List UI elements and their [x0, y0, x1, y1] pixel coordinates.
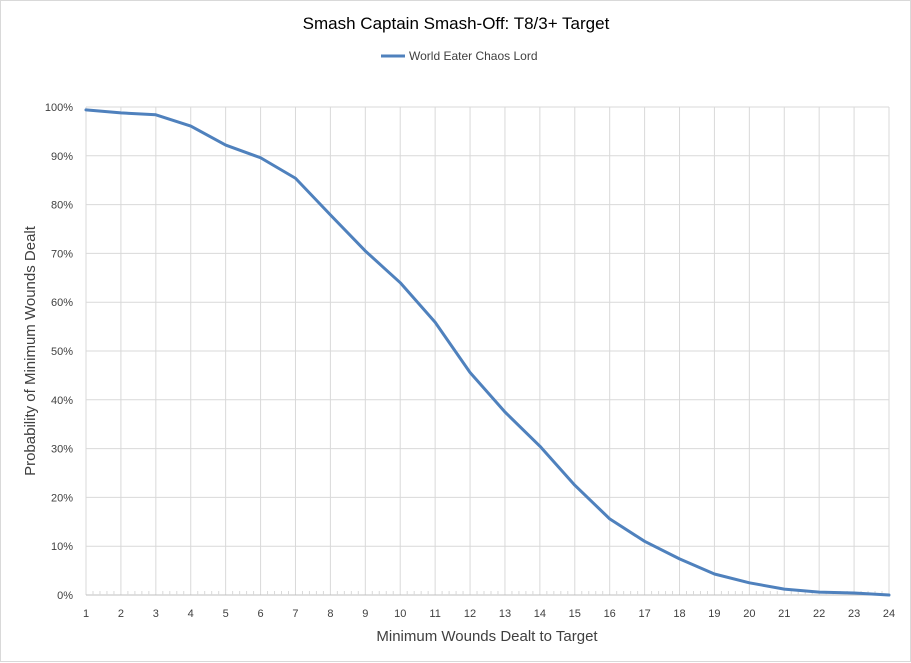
y-tick-label: 30% [51, 444, 73, 456]
x-tick-label: 20 [743, 608, 755, 620]
legend: World Eater Chaos Lord [381, 49, 538, 63]
x-tick-label: 24 [883, 608, 895, 620]
y-tick-label: 40% [51, 395, 73, 407]
x-tick-label: 15 [569, 608, 581, 620]
y-tick-label: 50% [51, 346, 73, 358]
y-tick-label: 80% [51, 200, 73, 212]
x-tick-label: 13 [499, 608, 511, 620]
chart-title: Smash Captain Smash-Off: T8/3+ Target [303, 14, 610, 33]
y-tick-label: 90% [51, 151, 73, 163]
x-tick-label: 1 [83, 608, 89, 620]
y-tick-label: 100% [45, 102, 73, 114]
series-line [84, 108, 891, 597]
x-tick-label: 8 [327, 608, 333, 620]
y-tick-label: 10% [51, 541, 73, 553]
x-tick-label: 18 [673, 608, 685, 620]
x-axis-minor-ticks [92, 591, 883, 595]
x-tick-label: 6 [258, 608, 264, 620]
y-axis-tick-labels: 0% 10% 20% 30% 40% 50% 60% 70% 80% 90% 100% [45, 102, 73, 602]
x-tick-label: 9 [362, 608, 368, 620]
legend-label: World Eater Chaos Lord [409, 49, 538, 63]
x-tick-label: 5 [223, 608, 229, 620]
x-tick-label: 12 [464, 608, 476, 620]
x-tick-label: 17 [638, 608, 650, 620]
x-tick-label: 21 [778, 608, 790, 620]
y-tick-label: 60% [51, 297, 73, 309]
series-lines [84, 108, 891, 597]
x-tick-label: 3 [153, 608, 159, 620]
x-axis-title: Minimum Wounds Dealt to Target [376, 628, 598, 645]
x-tick-label: 7 [292, 608, 298, 620]
y-tick-label: 70% [51, 248, 73, 260]
x-tick-label: 22 [813, 608, 825, 620]
axes [86, 591, 889, 596]
y-tick-label: 20% [51, 492, 73, 504]
x-tick-label: 4 [188, 608, 194, 620]
x-tick-label: 2 [118, 608, 124, 620]
x-tick-label: 19 [708, 608, 720, 620]
x-axis-tick-labels: 1 2 3 4 5 6 7 8 9 10 11 12 13 14 15 16 17 18 19 20 21 22 23 24 [83, 608, 895, 620]
x-tick-label: 10 [394, 608, 406, 620]
x-tick-label: 23 [848, 608, 860, 620]
y-axis-title: Probability of Minimum Wounds Dealt [22, 225, 39, 476]
gridlines [85, 106, 890, 595]
y-tick-label: 0% [57, 590, 73, 602]
x-tick-label: 16 [604, 608, 616, 620]
x-tick-label: 14 [534, 608, 546, 620]
x-tick-label: 11 [429, 608, 440, 620]
